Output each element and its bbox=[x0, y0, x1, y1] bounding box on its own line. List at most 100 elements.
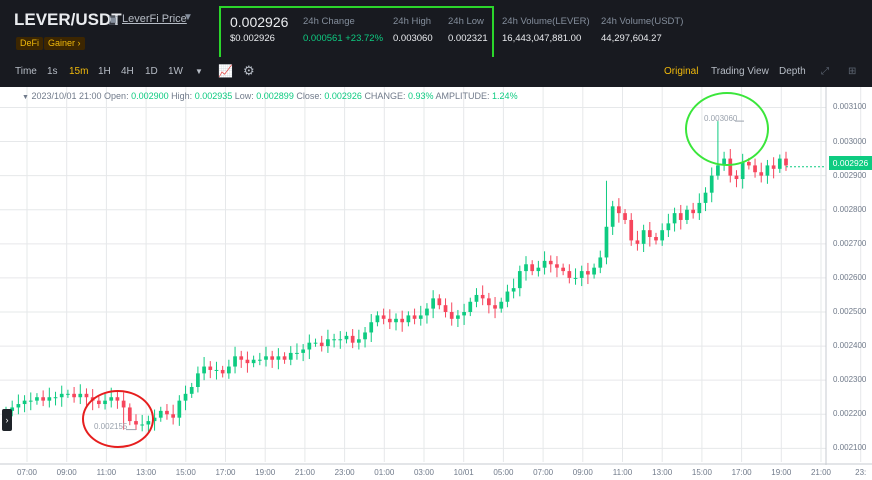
candle-body bbox=[171, 414, 175, 418]
info-icon[interactable]: ▣ bbox=[108, 14, 119, 26]
interval-15m[interactable]: 15m bbox=[69, 66, 89, 77]
x-tick-label: 21:00 bbox=[294, 468, 315, 477]
indicator-icon[interactable]: 📈 bbox=[218, 64, 233, 78]
interval-1d[interactable]: 1D bbox=[145, 66, 158, 77]
y-tick-label: 0.002500 bbox=[833, 307, 867, 316]
x-tick-label: 23:00 bbox=[334, 468, 355, 477]
settings-icon[interactable]: ⚙ bbox=[243, 63, 255, 78]
interval-time[interactable]: Time bbox=[15, 66, 37, 77]
change-value: 0.93% bbox=[407, 91, 434, 101]
candle-body bbox=[474, 294, 479, 302]
candle-body bbox=[363, 332, 367, 340]
stat-value-vol-base: 16,443,047,881.00 bbox=[502, 33, 582, 44]
candle-body bbox=[573, 277, 578, 279]
close-label: Close: bbox=[296, 91, 322, 101]
candlestick-chart[interactable] bbox=[0, 87, 872, 480]
tag-gainer[interactable]: Gainer › bbox=[44, 37, 85, 50]
candle-body bbox=[617, 206, 621, 214]
drag-handle[interactable]: › bbox=[2, 409, 12, 431]
stat-label-low: 24h Low bbox=[448, 16, 484, 27]
candle-body bbox=[381, 315, 386, 319]
candle-body bbox=[487, 298, 491, 306]
candle-body bbox=[641, 230, 646, 244]
candle-body bbox=[703, 192, 708, 203]
y-tick-label: 0.002700 bbox=[833, 238, 867, 248]
candle-body bbox=[759, 172, 764, 176]
min-highlight-circle bbox=[82, 390, 154, 448]
chevron-down-icon[interactable]: ▼ bbox=[183, 12, 193, 23]
candle-body bbox=[208, 366, 213, 370]
stat-value-change: 0.000561 +23.72% bbox=[303, 33, 384, 44]
candle-body bbox=[66, 393, 70, 395]
candle-body bbox=[555, 264, 559, 268]
interval-4h[interactable]: 4H bbox=[121, 66, 134, 77]
candle-body bbox=[350, 335, 355, 343]
interval-1w[interactable]: 1W bbox=[168, 66, 183, 77]
market-header: LEVER/USDT ▣ LeverFi Price ▼ DeFi Gainer… bbox=[0, 0, 872, 59]
candle-body bbox=[301, 349, 305, 353]
candle-body bbox=[784, 158, 788, 166]
candle-body bbox=[196, 373, 200, 387]
view-trading-view[interactable]: Trading View bbox=[711, 66, 769, 77]
view-original[interactable]: Original bbox=[664, 66, 699, 77]
y-tick-label: 0.002600 bbox=[833, 272, 867, 282]
candle-body bbox=[227, 366, 231, 374]
dropdown-icon[interactable]: ▼ bbox=[195, 67, 203, 76]
candle-body bbox=[338, 339, 343, 341]
view-depth[interactable]: Depth bbox=[779, 66, 806, 77]
y-tick-label: 0.002900 bbox=[833, 170, 867, 180]
x-tick-label: 11:00 bbox=[96, 468, 117, 477]
candle-body bbox=[295, 352, 299, 354]
amplitude-value: 1.24% bbox=[492, 91, 518, 101]
amplitude-label: AMPLITUDE: bbox=[435, 91, 490, 101]
interval-1s[interactable]: 1s bbox=[47, 66, 58, 77]
change-label: CHANGE: bbox=[364, 91, 406, 101]
open-value: 0.002900 bbox=[131, 91, 169, 101]
grid-layout-icon[interactable]: ⊞ bbox=[848, 66, 857, 77]
candle-body bbox=[468, 301, 473, 312]
candle-body bbox=[59, 393, 64, 398]
candle-body bbox=[709, 175, 714, 193]
candle-body bbox=[697, 202, 702, 214]
project-link[interactable]: LeverFi Price bbox=[122, 13, 187, 25]
candle-body bbox=[443, 305, 448, 312]
x-tick-label: 07:00 bbox=[533, 468, 554, 477]
y-tick-label: 0.002200 bbox=[833, 409, 867, 419]
low-label: Low: bbox=[234, 91, 254, 101]
candle-body bbox=[771, 165, 776, 169]
candle-body bbox=[47, 397, 52, 401]
chart-area[interactable]: ▼ 2023/10/01 21:00 Open: 0.002900 High: … bbox=[0, 87, 872, 480]
candle-body bbox=[41, 397, 45, 401]
candle-body bbox=[431, 298, 435, 309]
candle-body bbox=[567, 271, 572, 278]
candle-body bbox=[239, 356, 244, 360]
high-label: High: bbox=[171, 91, 193, 101]
candle-body bbox=[189, 387, 194, 394]
candle-body bbox=[548, 260, 553, 265]
stat-label-change: 24h Change bbox=[303, 16, 355, 27]
x-tick-label: 01:00 bbox=[374, 468, 395, 477]
candle-body bbox=[177, 400, 182, 418]
interval-1h[interactable]: 1H bbox=[98, 66, 111, 77]
candle-body bbox=[307, 342, 312, 350]
candle-body bbox=[72, 393, 76, 398]
candle-body bbox=[344, 335, 349, 340]
max-highlight-circle bbox=[685, 92, 769, 166]
candle-body bbox=[319, 342, 324, 347]
candle-body bbox=[425, 308, 429, 316]
candle-body bbox=[672, 213, 677, 224]
candle-body bbox=[202, 366, 206, 374]
x-tick-label: 17:00 bbox=[731, 468, 752, 477]
candle-body bbox=[16, 404, 21, 408]
expand-icon[interactable]: ⤢ bbox=[821, 66, 829, 77]
candle-body bbox=[685, 209, 689, 220]
tag-defi[interactable]: DeFi bbox=[16, 37, 44, 50]
high-value: 0.002935 bbox=[194, 91, 233, 101]
candle-body bbox=[437, 298, 442, 306]
candle-body bbox=[251, 359, 256, 364]
candle-body bbox=[499, 301, 504, 309]
candle-body bbox=[214, 369, 219, 371]
candle-body bbox=[493, 305, 497, 309]
candle-body bbox=[530, 264, 535, 272]
candle-body bbox=[152, 417, 157, 422]
